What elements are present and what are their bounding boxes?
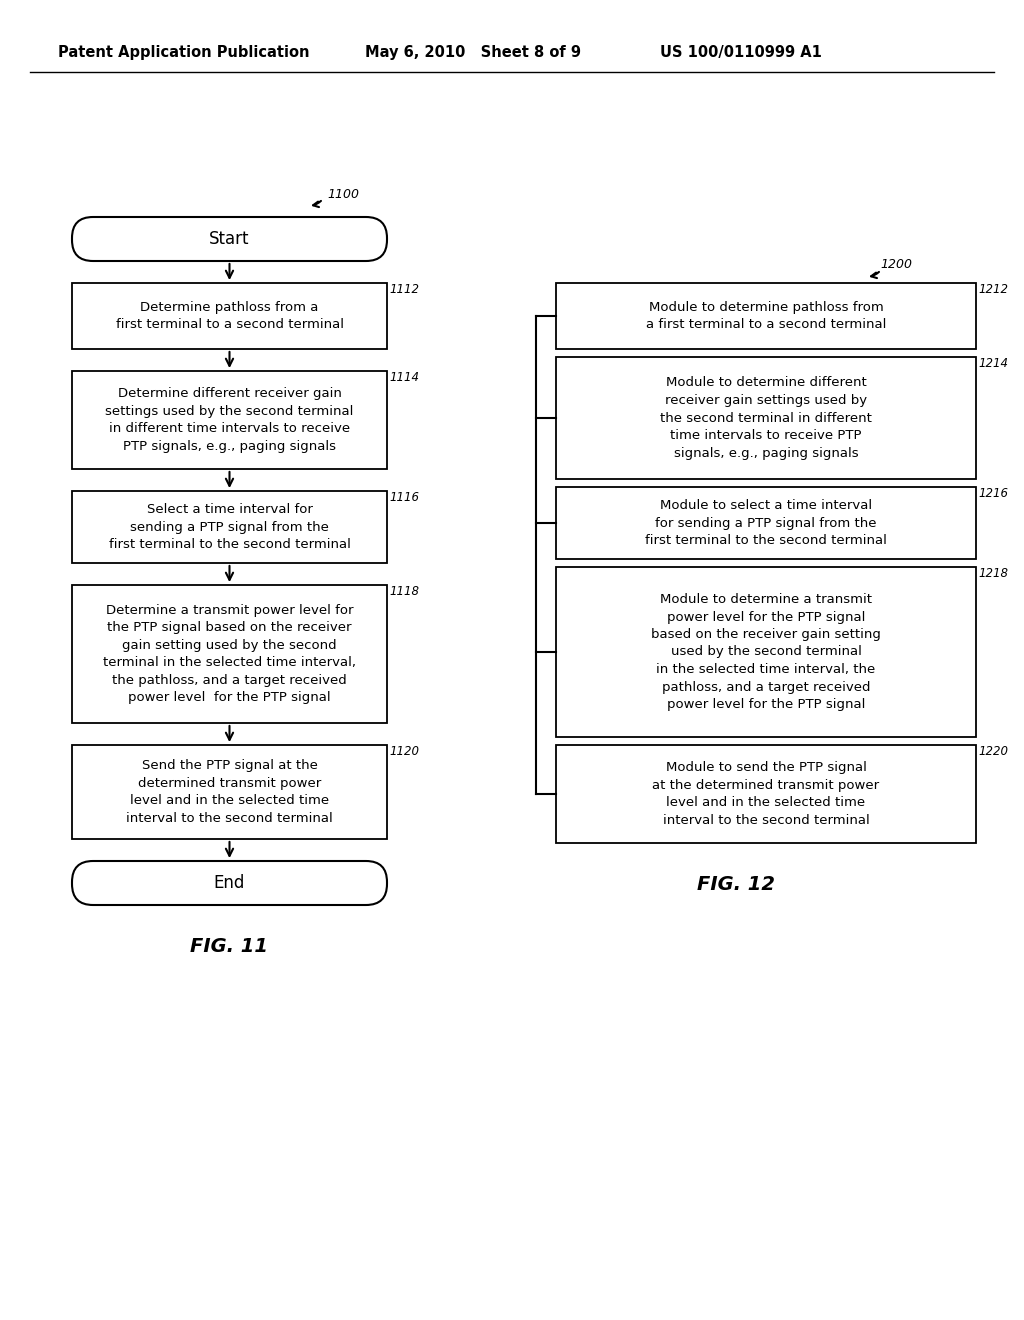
Text: 1112: 1112 <box>389 282 419 296</box>
Text: FIG. 11: FIG. 11 <box>190 937 268 957</box>
FancyBboxPatch shape <box>72 216 387 261</box>
Text: Module to select a time interval
for sending a PTP signal from the
first termina: Module to select a time interval for sen… <box>645 499 887 546</box>
Bar <box>72 585 387 723</box>
Bar <box>72 491 387 564</box>
Text: Select a time interval for
sending a PTP signal from the
first terminal to the s: Select a time interval for sending a PTP… <box>109 503 350 550</box>
Text: Module to determine pathloss from
a first terminal to a second terminal: Module to determine pathloss from a firs… <box>646 301 886 331</box>
Bar <box>556 568 976 737</box>
FancyBboxPatch shape <box>72 861 387 906</box>
Text: Module to send the PTP signal
at the determined transmit power
level and in the : Module to send the PTP signal at the det… <box>652 762 880 826</box>
Text: US 100/0110999 A1: US 100/0110999 A1 <box>660 45 822 59</box>
Text: Module to determine different
receiver gain settings used by
the second terminal: Module to determine different receiver g… <box>660 376 872 459</box>
Bar <box>72 282 387 348</box>
Text: 1216: 1216 <box>978 487 1008 500</box>
Text: Patent Application Publication: Patent Application Publication <box>58 45 309 59</box>
Bar <box>72 744 387 840</box>
Bar <box>72 371 387 469</box>
Text: 1214: 1214 <box>978 356 1008 370</box>
Text: 1218: 1218 <box>978 568 1008 579</box>
Text: Module to determine a transmit
power level for the PTP signal
based on the recei: Module to determine a transmit power lev… <box>651 593 881 711</box>
Bar <box>556 744 976 843</box>
Text: May 6, 2010   Sheet 8 of 9: May 6, 2010 Sheet 8 of 9 <box>365 45 581 59</box>
Bar <box>556 356 976 479</box>
Text: Determine different receiver gain
settings used by the second terminal
in differ: Determine different receiver gain settin… <box>105 387 353 453</box>
Text: 1100: 1100 <box>327 187 359 201</box>
Text: Send the PTP signal at the
determined transmit power
level and in the selected t: Send the PTP signal at the determined tr… <box>126 759 333 825</box>
Text: Determine pathloss from a
first terminal to a second terminal: Determine pathloss from a first terminal… <box>116 301 343 331</box>
Text: Start: Start <box>209 230 250 248</box>
Bar <box>556 282 976 348</box>
Text: 1114: 1114 <box>389 371 419 384</box>
Text: 1116: 1116 <box>389 491 419 504</box>
Text: Determine a transmit power level for
the PTP signal based on the receiver
gain s: Determine a transmit power level for the… <box>103 603 356 705</box>
Text: 1120: 1120 <box>389 744 419 758</box>
Text: End: End <box>214 874 245 892</box>
Bar <box>556 487 976 558</box>
Text: 1118: 1118 <box>389 585 419 598</box>
Text: FIG. 12: FIG. 12 <box>697 875 775 895</box>
Text: 1212: 1212 <box>978 282 1008 296</box>
Text: 1220: 1220 <box>978 744 1008 758</box>
Text: 1200: 1200 <box>880 257 912 271</box>
